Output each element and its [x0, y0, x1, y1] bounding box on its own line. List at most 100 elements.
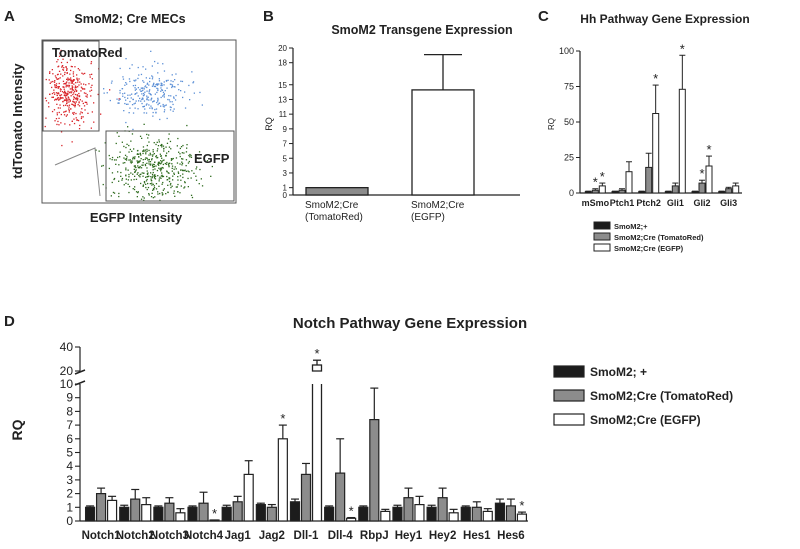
tomatored-dot [81, 112, 83, 114]
tomatored-dot [48, 106, 50, 108]
tomatored-dot [70, 108, 72, 110]
hh-bar [638, 191, 646, 194]
egfp-dot [157, 156, 159, 159]
tomatored-dot [62, 58, 64, 60]
egfp-dot [167, 172, 169, 174]
egfp-dot [200, 178, 202, 180]
tomatored-dot [63, 99, 65, 102]
egfp-dot [166, 142, 169, 144]
egfp-dot [128, 191, 130, 194]
egfp-dot [135, 166, 137, 169]
notch-significance-star: * [349, 504, 354, 519]
egfp-dot [128, 151, 130, 153]
tomatored-dot [68, 92, 70, 94]
egfp-dot [111, 172, 114, 174]
tomatored-dot [57, 107, 59, 109]
egfp-dot [180, 146, 183, 148]
tomatored-dot [51, 69, 53, 71]
egfp-dot [152, 183, 154, 185]
notch-legend-swatch [553, 365, 585, 378]
egfp-dot [158, 178, 160, 180]
double-positive-dot [142, 89, 144, 91]
egfp-dot [138, 175, 140, 177]
double-positive-dot [151, 75, 153, 77]
tomatored-dot [58, 70, 61, 72]
double-positive-dot [135, 88, 137, 90]
egfp-dot [146, 167, 148, 169]
egfp-dot [184, 169, 186, 171]
double-positive-dot [156, 91, 158, 94]
double-positive-dot [158, 102, 161, 104]
double-positive-dot [111, 80, 113, 82]
double-positive-dot [162, 103, 164, 106]
egfp-dot [118, 135, 120, 137]
double-positive-dot [171, 74, 173, 76]
tomatored-dot [90, 86, 92, 89]
double-positive-dot [177, 83, 179, 86]
egfp-dot [144, 163, 146, 166]
tomatored-dot [85, 95, 87, 97]
tomatored-dot [63, 88, 65, 90]
egfp-dot [155, 183, 158, 185]
tomatored-dot [51, 110, 54, 113]
egfp-dot [148, 194, 150, 196]
tomatored-dot [59, 52, 61, 54]
tomatored-dot [109, 89, 111, 91]
egfp-dot [95, 149, 97, 151]
tomatored-dot [97, 93, 99, 96]
egfp-dot [157, 191, 159, 193]
notch-bar [141, 504, 152, 522]
egfp-dot [130, 179, 132, 181]
notch-category-label: Hes6 [497, 530, 525, 542]
tomatored-dot [76, 94, 78, 96]
egfp-dot [155, 155, 158, 157]
double-positive-dot [124, 92, 126, 94]
double-positive-dot [157, 62, 159, 64]
hh-bar [618, 189, 626, 194]
egfp-dot [143, 181, 146, 183]
egfp-dot [102, 183, 104, 186]
tomatored-dot [79, 124, 81, 127]
egfp-dot [118, 164, 120, 166]
egfp-dot [172, 175, 174, 177]
hh-bar [732, 185, 740, 194]
egfp-dot [171, 167, 173, 169]
egfp-dot [142, 164, 144, 166]
egfp-dot [139, 167, 141, 169]
double-positive-dot [170, 106, 172, 109]
hh-category-label: Ptch2 [636, 198, 661, 208]
tomatored-dot [54, 120, 56, 122]
egfp-dot [186, 147, 188, 149]
tomatored-dot [53, 81, 56, 83]
egfp-dot [162, 159, 164, 162]
tomatored-dot [86, 103, 88, 105]
tomatored-dot [86, 96, 88, 98]
tomatored-dot [59, 98, 61, 100]
egfp-dot [116, 132, 118, 134]
egfp-dot [149, 152, 151, 154]
notch-bar [392, 506, 403, 522]
double-positive-dot [144, 86, 146, 88]
egfp-dot [123, 157, 125, 159]
egfp-dot [201, 185, 204, 187]
notch-category-label: Jag1 [225, 530, 252, 542]
egfp-dot [117, 171, 119, 173]
hh-bar [625, 171, 633, 194]
tomatored-dot [57, 78, 59, 80]
egfp-dot [158, 164, 160, 166]
egfp-dot [154, 196, 156, 198]
egfp-dot [190, 194, 193, 196]
tomatored-dot [75, 101, 77, 103]
tomatored-dot [75, 90, 78, 92]
egfp-dot [146, 162, 148, 164]
double-positive-dot [123, 110, 125, 112]
notch-bar [255, 504, 266, 522]
egfp-dot [145, 180, 148, 182]
double-positive-dot [116, 98, 118, 100]
egfp-dot [104, 142, 106, 144]
double-positive-dot [160, 82, 162, 84]
double-positive-dot [143, 92, 145, 95]
tomatored-dot [56, 114, 58, 116]
tomatored-dot [56, 78, 58, 80]
hh-bar [598, 185, 606, 194]
